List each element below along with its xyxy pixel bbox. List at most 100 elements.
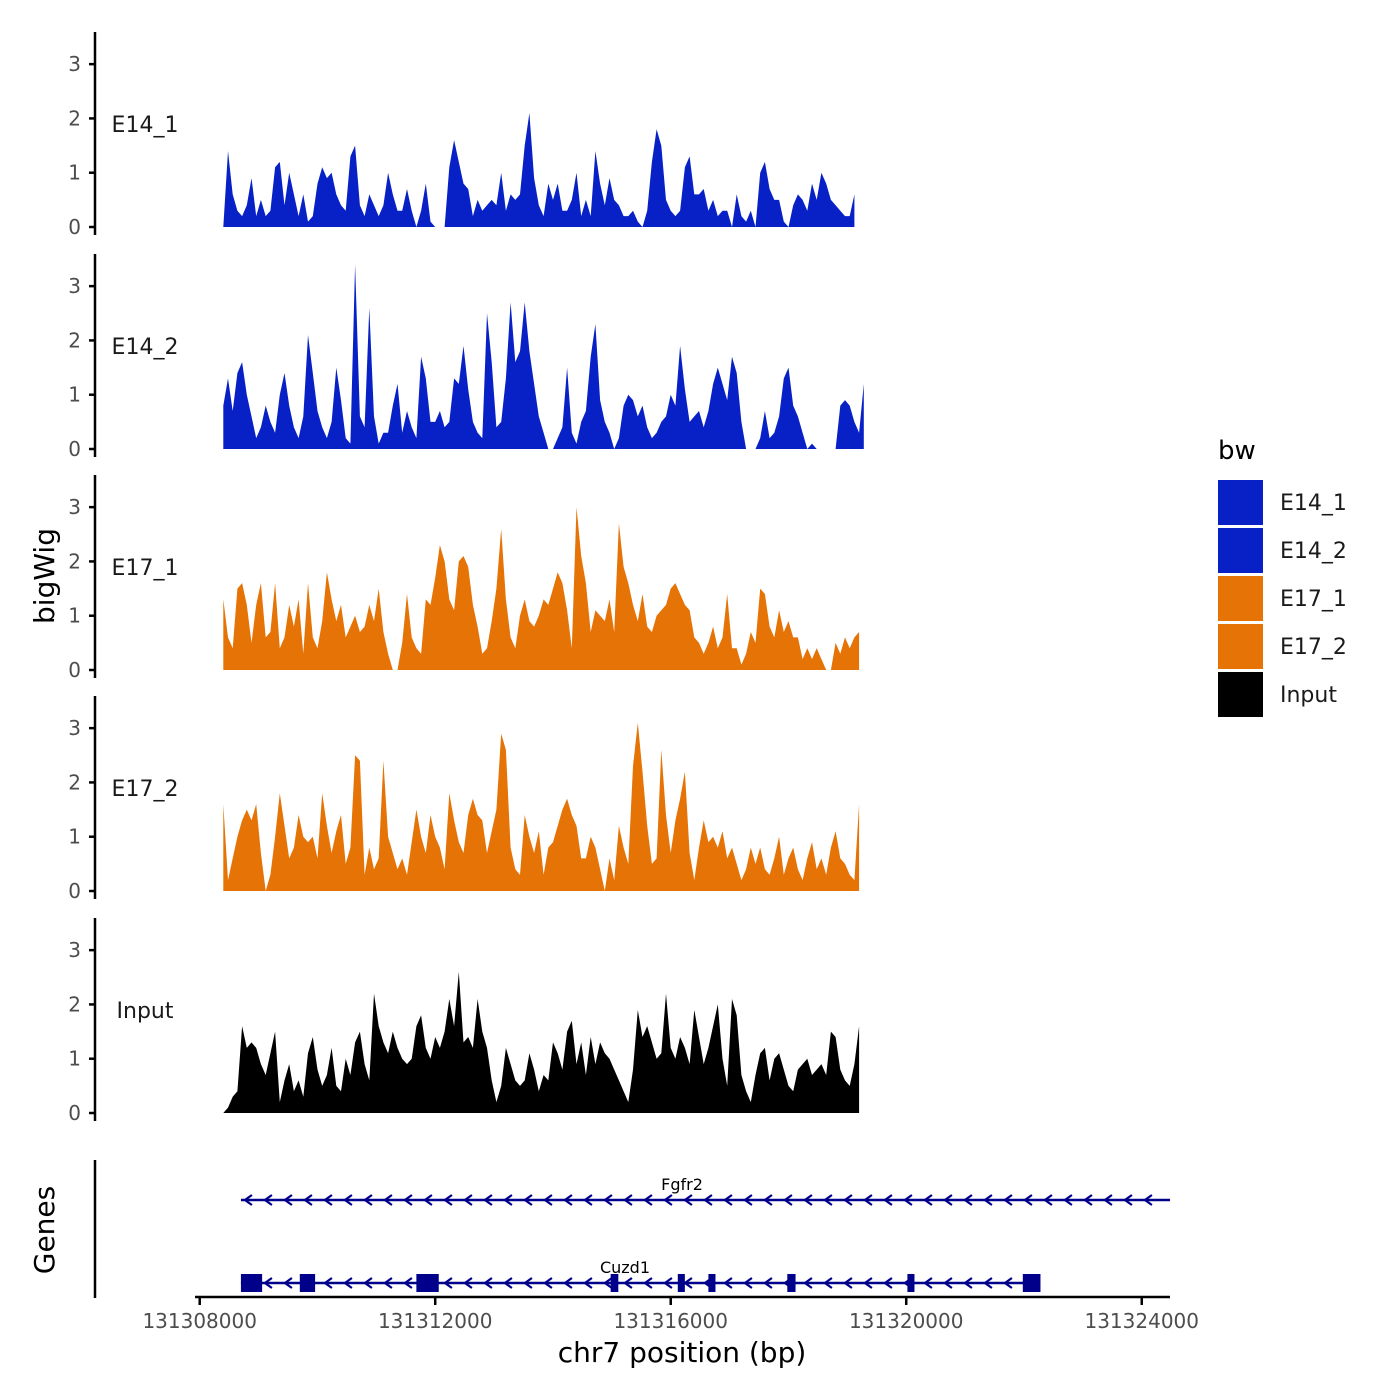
gene-label: Fgfr2 — [661, 1175, 703, 1194]
x-tick-label: 131312000 — [378, 1309, 493, 1333]
bigwig-tracks: 0 1 2 3 E14_1 0 1 2 3 E14_2 0 1 2 3 E17_1 0 1 2 3 E17_2 0 1 2 3… — [68, 32, 864, 1125]
strand-arrow — [603, 1277, 613, 1289]
strand-arrow — [1023, 1194, 1033, 1206]
track-e17-2: 0 1 2 3 E17_2 — [68, 696, 860, 903]
strand-arrow — [323, 1194, 333, 1206]
y-tick-label: 3 — [68, 274, 81, 298]
strand-arrow — [1143, 1194, 1153, 1206]
strand-arrow — [603, 1194, 613, 1206]
y-tick-label: 0 — [68, 658, 81, 682]
strand-arrow — [483, 1194, 493, 1206]
strand-arrow — [443, 1194, 453, 1206]
legend: bw E14_1 E14_2 E17_1 E17_2 Input — [1218, 436, 1347, 717]
legend-swatch — [1218, 528, 1263, 573]
track-e14-2: 0 1 2 3 E14_2 — [68, 254, 864, 461]
strand-arrow — [443, 1277, 453, 1289]
exon-block — [677, 1274, 685, 1292]
strand-arrow — [403, 1277, 413, 1289]
strand-arrow — [943, 1194, 953, 1206]
strand-arrow — [423, 1194, 433, 1206]
strand-arrow — [863, 1194, 873, 1206]
legend-swatch — [1218, 480, 1263, 525]
exon-block — [240, 1274, 263, 1292]
y-tick-label: 3 — [68, 938, 81, 962]
strand-arrow — [323, 1277, 333, 1289]
strand-arrow — [263, 1194, 273, 1206]
strand-arrow — [343, 1277, 353, 1289]
strand-arrow — [503, 1277, 513, 1289]
x-tick-label: 131308000 — [142, 1309, 257, 1333]
strand-arrow — [783, 1194, 793, 1206]
y-tick-label: 1 — [68, 604, 81, 628]
strand-arrow — [543, 1194, 553, 1206]
gene-cuzd1: Cuzd1 — [240, 1258, 1041, 1292]
genes-axis-title: Genes — [28, 1186, 61, 1274]
legend-swatch — [1218, 624, 1263, 669]
gene-label: Cuzd1 — [600, 1258, 650, 1277]
strand-arrow — [763, 1277, 773, 1289]
strand-arrow — [663, 1194, 673, 1206]
strand-arrow — [503, 1194, 513, 1206]
y-tick-label: 0 — [68, 1101, 81, 1125]
exon-block — [299, 1274, 316, 1292]
coverage-area — [223, 264, 864, 449]
y-tick-label: 1 — [68, 825, 81, 849]
strand-arrow — [643, 1277, 653, 1289]
coverage-area — [223, 722, 860, 891]
strand-arrow — [303, 1194, 313, 1206]
strand-arrow — [843, 1277, 853, 1289]
strand-arrow — [803, 1194, 813, 1206]
strand-arrow — [703, 1194, 713, 1206]
exon-block — [787, 1274, 796, 1292]
strand-arrow — [1003, 1277, 1013, 1289]
y-tick-label: 0 — [68, 215, 81, 239]
x-axis: 131308000 131312000 131316000 131320000 1313… — [142, 1295, 1199, 1333]
strand-arrow — [683, 1277, 693, 1289]
strand-arrow — [1103, 1194, 1113, 1206]
strand-arrow — [583, 1277, 593, 1289]
y-tick-label: 1 — [68, 1047, 81, 1071]
strand-arrow — [923, 1277, 933, 1289]
exon-block — [610, 1274, 619, 1292]
track-e17-1: 0 1 2 3 E17_1 — [68, 475, 860, 682]
y-tick-label: 2 — [68, 549, 81, 573]
coverage-area — [223, 507, 860, 670]
strand-arrow — [943, 1277, 953, 1289]
strand-arrow — [243, 1194, 253, 1206]
legend-swatch — [1218, 672, 1263, 717]
track-label: Input — [117, 999, 174, 1024]
strand-arrow — [1123, 1194, 1133, 1206]
legend-label: E17_2 — [1280, 635, 1347, 660]
y-tick-label: 3 — [68, 495, 81, 519]
y-tick-label: 1 — [68, 161, 81, 185]
strand-arrow — [743, 1194, 753, 1206]
y-tick-label: 3 — [68, 716, 81, 740]
strand-arrow — [863, 1277, 873, 1289]
strand-arrow — [1083, 1194, 1093, 1206]
strand-arrow — [983, 1277, 993, 1289]
gene-track: Fgfr2 Cuzd1 — [93, 1160, 1170, 1298]
x-tick-label: 131320000 — [849, 1309, 964, 1333]
strand-arrow — [923, 1194, 933, 1206]
y-tick-label: 1 — [68, 383, 81, 407]
track-input: 0 1 2 3 Input — [68, 918, 860, 1125]
strand-arrow — [283, 1194, 293, 1206]
y-tick-label: 2 — [68, 328, 81, 352]
strand-arrow — [363, 1194, 373, 1206]
strand-arrow — [343, 1194, 353, 1206]
strand-arrow — [583, 1194, 593, 1206]
strand-arrow — [623, 1194, 633, 1206]
exon-block — [416, 1274, 439, 1292]
strand-arrow — [563, 1194, 573, 1206]
strand-arrow — [1043, 1194, 1053, 1206]
strand-arrow — [883, 1277, 893, 1289]
strand-arrow — [843, 1194, 853, 1206]
gene-fgfr2: Fgfr2 — [240, 1175, 1170, 1206]
y-tick-label: 0 — [68, 437, 81, 461]
strand-arrow — [803, 1277, 813, 1289]
strand-arrow — [463, 1194, 473, 1206]
track-label: E17_1 — [112, 556, 179, 581]
track-e14-1: 0 1 2 3 E14_1 — [68, 32, 855, 239]
